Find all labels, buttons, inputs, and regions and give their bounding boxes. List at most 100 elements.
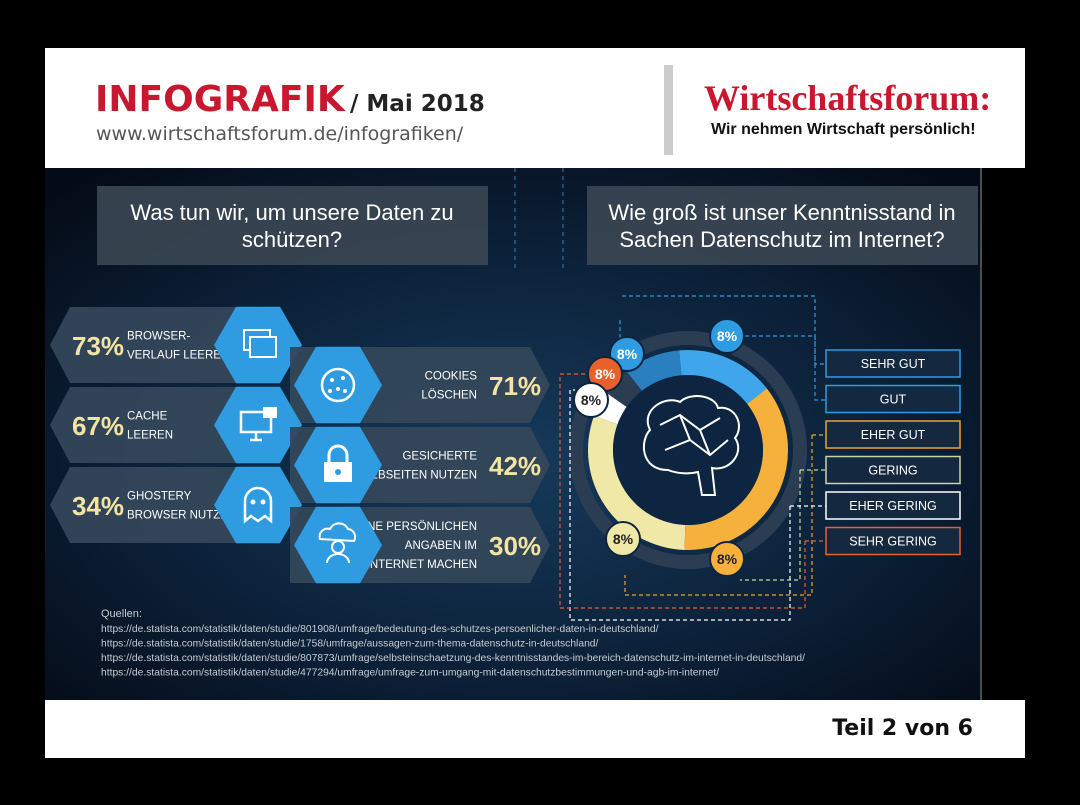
donut-ring — [569, 331, 807, 569]
donut-segment — [626, 350, 682, 391]
icon-part — [263, 407, 277, 418]
list-item: 42% GESICHERTE WEBSEITEN NUTZEN — [290, 426, 550, 504]
item-percent: 73% — [72, 331, 124, 361]
item-hexagon — [294, 506, 382, 584]
item-label: INTERNET MACHEN — [367, 559, 477, 571]
footer — [45, 700, 1025, 758]
donut-label: 8% — [717, 328, 738, 344]
icon-part — [335, 469, 341, 475]
item-label: KEINE PERSÖNLICHEN — [349, 521, 477, 533]
icon-part — [330, 378, 334, 382]
donut-label: 8% — [613, 531, 634, 547]
sources-title: Quellen: — [101, 608, 142, 620]
legend-label: GERING — [868, 464, 917, 478]
date: / Mai 2018 — [350, 91, 485, 117]
donut-label: 8% — [617, 346, 638, 362]
icon-part — [318, 522, 357, 543]
icon-part — [343, 389, 347, 393]
donut-label: 8% — [595, 366, 616, 382]
item-percent: 30% — [489, 531, 541, 561]
connectors — [559, 295, 826, 621]
item-hexagon — [294, 346, 382, 424]
item-percent: 67% — [72, 411, 124, 441]
heading-box — [587, 186, 978, 265]
item-label: VERLAUF LEEREN — [127, 350, 229, 362]
brand: Wirtschaftsforum: — [704, 78, 991, 118]
legend-label: EHER GERING — [849, 499, 937, 513]
source-link: https://de.statista.com/statistik/daten/… — [101, 653, 805, 664]
legend-label: GUT — [880, 393, 907, 407]
section-heading: Sachen Datenschutz im Internet? — [619, 227, 944, 252]
icon-part — [326, 553, 350, 564]
list-item: 71% COOKIES LÖSCHEN — [290, 346, 550, 424]
item-percent: 42% — [489, 451, 541, 481]
donut-segment — [588, 415, 686, 550]
icon-part — [243, 486, 273, 524]
icon-part — [249, 336, 277, 358]
legend-box — [825, 455, 961, 485]
label-badge — [709, 541, 745, 577]
item-panel — [50, 467, 240, 543]
item-percent: 34% — [72, 491, 124, 521]
item-panel — [50, 387, 240, 463]
legend-box — [825, 420, 961, 449]
legend-box — [825, 491, 961, 520]
donut-segment — [606, 371, 642, 407]
section-heading: Was tun wir, um unsere Daten zu — [130, 200, 453, 225]
list-item: 67% CACHE LEEREN — [50, 386, 302, 464]
item-percent: 71% — [489, 371, 541, 401]
item-label: LEEREN — [127, 430, 173, 442]
source-link: https://de.statista.com/statistik/daten/… — [101, 639, 599, 650]
separator — [664, 65, 673, 155]
url: www.wirtschaftsforum.de/infografiken/ — [96, 123, 464, 145]
label-badge — [605, 521, 641, 557]
icon-part — [328, 389, 332, 393]
donut-label: 8% — [717, 551, 738, 567]
item-label: BROWSER NUTZEN — [127, 510, 236, 522]
item-label: ANGABEN IM — [405, 540, 477, 552]
donut-segment — [679, 350, 767, 404]
item-panel — [50, 307, 240, 383]
item-label: LÖSCHEN — [421, 390, 477, 402]
legend-box — [825, 526, 961, 556]
item-label: CACHE — [127, 411, 168, 423]
item-label: WEBSEITEN NUTZEN — [359, 470, 477, 482]
label-badge — [709, 318, 745, 354]
tagline: Wir nehmen Wirtschaft persönlich! — [711, 121, 976, 138]
source-link: https://de.statista.com/statistik/daten/… — [101, 624, 659, 635]
item-label: GHOSTERY — [127, 491, 192, 503]
item-hexagon — [214, 386, 302, 464]
icon-part — [320, 367, 356, 403]
icon-part — [260, 499, 266, 505]
legend-label: SEHR GUT — [861, 357, 926, 371]
donut-segment — [684, 388, 788, 550]
icon-part — [250, 432, 262, 442]
icon-part — [250, 499, 256, 505]
title: INFOGRAFIK — [95, 79, 346, 120]
header — [45, 48, 1025, 168]
list-item: 34% GHOSTERY BROWSER NUTZEN — [50, 466, 302, 544]
label-badge — [573, 382, 609, 418]
heading-box — [97, 186, 488, 265]
legend-box — [825, 384, 961, 414]
legend-label: EHER GUT — [861, 428, 926, 442]
list-item: 30% KEINE PERSÖNLICHEN ANGABEN IM INTERNET … — [290, 506, 550, 584]
icon-part — [336, 387, 340, 391]
icon-part — [327, 444, 349, 462]
item-label: BROWSER- — [127, 331, 190, 343]
donut-label: 8% — [581, 392, 602, 408]
icon-part — [341, 376, 345, 380]
item-label: GESICHERTE — [402, 451, 477, 463]
page-indicator: Teil 2 von 6 — [832, 716, 973, 741]
item-label: COOKIES — [425, 371, 478, 383]
item-hexagon — [214, 466, 302, 544]
legend-box — [825, 349, 961, 378]
source-link: https://de.statista.com/statistik/daten/… — [101, 668, 719, 679]
legend-label: SEHR GERING — [849, 535, 937, 549]
brain-icon — [643, 395, 740, 496]
list-item: 73% BROWSER- VERLAUF LEEREN — [50, 306, 302, 384]
section-heading: Wie groß ist unser Kenntnisstand in — [608, 200, 955, 225]
section-heading: schützen? — [242, 227, 342, 252]
